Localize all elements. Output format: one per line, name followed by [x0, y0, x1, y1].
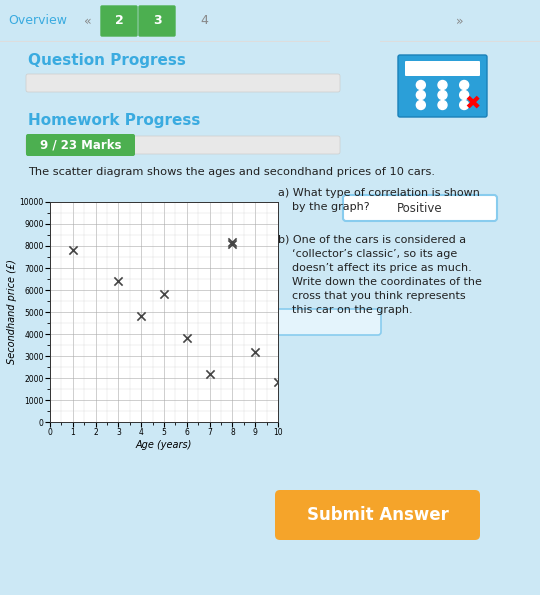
FancyBboxPatch shape	[398, 55, 487, 117]
X-axis label: Age (years): Age (years)	[136, 440, 192, 450]
Circle shape	[460, 80, 469, 89]
Point	[160, 290, 168, 299]
Circle shape	[460, 90, 469, 99]
Circle shape	[438, 90, 447, 99]
FancyBboxPatch shape	[26, 134, 135, 156]
Circle shape	[460, 101, 469, 109]
Point	[137, 312, 145, 321]
Text: Question Progress: Question Progress	[28, 52, 186, 67]
Point	[228, 239, 237, 249]
Text: Positive: Positive	[397, 202, 443, 215]
Point	[274, 378, 282, 387]
Text: ✖: ✖	[465, 94, 481, 113]
FancyBboxPatch shape	[275, 309, 381, 335]
Point	[183, 334, 191, 343]
Text: 2: 2	[114, 14, 123, 27]
Circle shape	[438, 80, 447, 89]
Point	[228, 237, 237, 246]
FancyBboxPatch shape	[139, 6, 175, 36]
Text: «: «	[84, 14, 92, 27]
Text: 4: 4	[200, 14, 208, 27]
FancyBboxPatch shape	[275, 490, 480, 540]
Point	[114, 277, 123, 286]
Text: a) What type of correlation is shown: a) What type of correlation is shown	[278, 188, 480, 198]
Text: by the graph?: by the graph?	[278, 202, 369, 212]
Text: The scatter diagram shows the ages and secondhand prices of 10 cars.: The scatter diagram shows the ages and s…	[28, 167, 435, 177]
Point	[251, 347, 260, 356]
Text: »: »	[456, 14, 464, 27]
Text: doesn’t affect its price as much.: doesn’t affect its price as much.	[278, 263, 472, 273]
Text: Overview: Overview	[9, 14, 68, 27]
Text: 9 / 23 Marks: 9 / 23 Marks	[40, 139, 122, 152]
FancyBboxPatch shape	[101, 6, 137, 36]
Text: Homework Progress: Homework Progress	[28, 112, 200, 127]
Text: Write down the coordinates of the: Write down the coordinates of the	[278, 277, 482, 287]
Circle shape	[438, 101, 447, 109]
Point	[205, 369, 214, 378]
Circle shape	[416, 90, 426, 99]
Y-axis label: Secondhand price (£): Secondhand price (£)	[6, 259, 17, 364]
Text: ‘collector’s classic’, so its age: ‘collector’s classic’, so its age	[278, 249, 457, 259]
Text: this car on the graph.: this car on the graph.	[278, 305, 413, 315]
FancyBboxPatch shape	[26, 136, 340, 154]
Circle shape	[416, 80, 426, 89]
FancyBboxPatch shape	[405, 61, 480, 76]
Circle shape	[416, 101, 426, 109]
Text: b) One of the cars is considered a: b) One of the cars is considered a	[278, 235, 466, 245]
FancyBboxPatch shape	[26, 74, 340, 92]
Text: 3: 3	[153, 14, 161, 27]
Text: cross that you think represents: cross that you think represents	[278, 291, 465, 301]
Text: Submit Answer: Submit Answer	[307, 506, 448, 524]
Point	[69, 246, 77, 255]
FancyBboxPatch shape	[343, 195, 497, 221]
